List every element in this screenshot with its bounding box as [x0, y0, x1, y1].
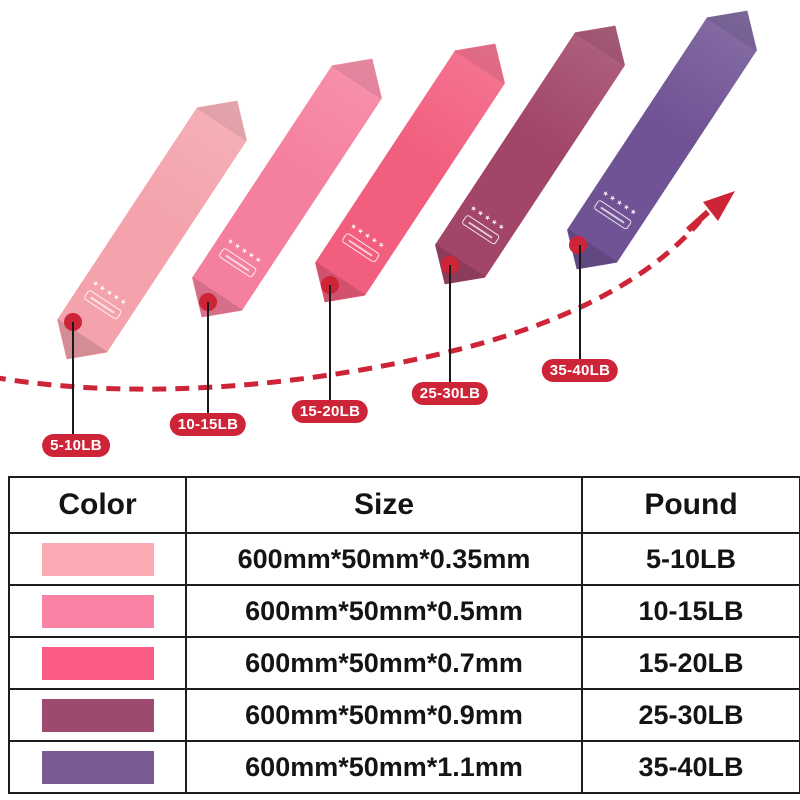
table-row: 600mm*50mm*1.1mm 35-40LB [8, 740, 800, 794]
weight-badge: 5-10LB [42, 434, 110, 457]
callout-line [449, 265, 451, 382]
color-swatch [41, 646, 154, 680]
growth-arrow [0, 191, 735, 392]
color-swatch [41, 750, 154, 784]
spec-table: Color Size Pound 600mm*50mm*0.35mm 5-10L… [8, 476, 800, 794]
table-header-row: Color Size Pound [8, 476, 800, 534]
callout-dot [569, 236, 587, 254]
size-cell: 600mm*50mm*0.7mm [185, 636, 583, 690]
weight-badge: 35-40LB [541, 359, 619, 382]
column-header-color: Color [8, 476, 187, 534]
callout-line [329, 285, 331, 400]
weight-badge: 25-30LB [411, 382, 489, 405]
weight-badge: 10-15LB [169, 413, 247, 436]
table-row: 600mm*50mm*0.5mm 10-15LB [8, 584, 800, 638]
callout-line [579, 245, 581, 359]
callout-line [72, 322, 74, 434]
size-cell: 600mm*50mm*0.9mm [185, 688, 583, 742]
table-row: 600mm*50mm*0.7mm 15-20LB [8, 636, 800, 690]
column-header-pound: Pound [581, 476, 800, 534]
pound-cell: 15-20LB [581, 636, 800, 690]
table-row: 600mm*50mm*0.9mm 25-30LB [8, 688, 800, 742]
pound-cell: 10-15LB [581, 584, 800, 638]
color-swatch [41, 594, 154, 628]
color-cell [8, 740, 187, 794]
product-illustration: ★★★★★ ★★★★★ ★★★★★ [0, 0, 800, 457]
size-cell: 600mm*50mm*0.35mm [185, 532, 583, 586]
weight-badge: 15-20LB [291, 400, 369, 423]
color-cell [8, 584, 187, 638]
callout-line [207, 302, 209, 413]
pound-cell: 5-10LB [581, 532, 800, 586]
color-cell [8, 532, 187, 586]
pound-cell: 35-40LB [581, 740, 800, 794]
column-header-size: Size [185, 476, 583, 534]
size-cell: 600mm*50mm*1.1mm [185, 740, 583, 794]
spec-table-wrapper: Color Size Pound 600mm*50mm*0.35mm 5-10L… [8, 476, 800, 794]
color-cell [8, 636, 187, 690]
arrow-head-icon [703, 191, 735, 221]
color-swatch [41, 698, 154, 732]
color-swatch [41, 542, 154, 576]
pound-cell: 25-30LB [581, 688, 800, 742]
color-cell [8, 688, 187, 742]
arrow-stem [685, 209, 711, 233]
size-cell: 600mm*50mm*0.5mm [185, 584, 583, 638]
table-row: 600mm*50mm*0.35mm 5-10LB [8, 532, 800, 586]
dashed-curve [0, 219, 702, 392]
